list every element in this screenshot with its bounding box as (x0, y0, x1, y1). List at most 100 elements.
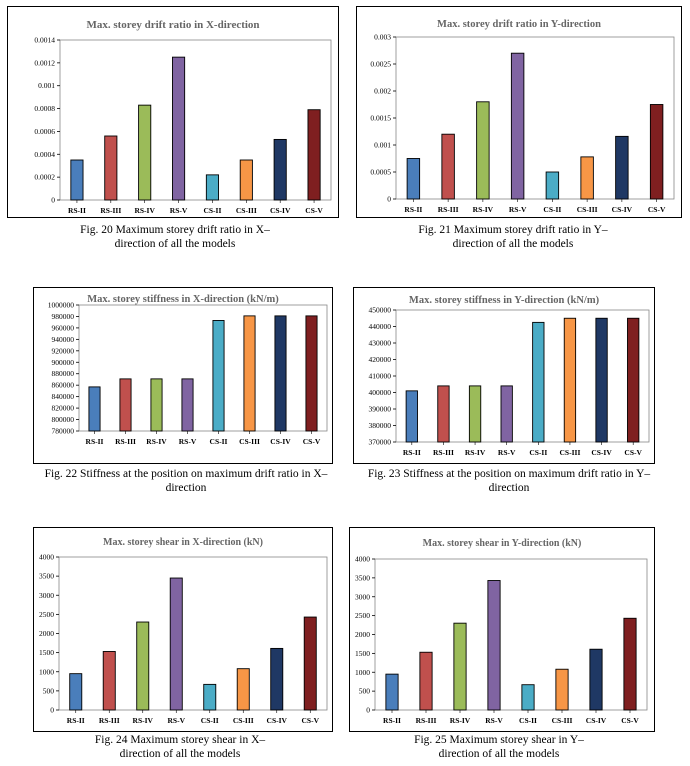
chart-title: Max. storey drift ratio in X-direction (86, 19, 259, 31)
y-tick-label: 900000 (52, 358, 75, 367)
bar-rs-iii (104, 135, 118, 201)
y-tick-label: 0 (51, 196, 55, 205)
x-tick-label: RS-IV (450, 716, 471, 725)
x-tick-label: RS-III (433, 448, 454, 457)
y-tick-label: 1000 (39, 667, 54, 676)
bar-cs-iv (273, 138, 287, 201)
x-tick-label: RS-III (100, 206, 121, 215)
bar-cs-iv (615, 135, 629, 200)
x-tick-label: RS-III (115, 437, 136, 446)
bar-rs-iv (136, 621, 150, 711)
y-tick-label: 0.0008 (34, 104, 55, 113)
y-tick-label: 1500 (39, 648, 54, 657)
caption-fig20: Fig. 20 Maximum storey drift ratio in X–… (80, 224, 270, 250)
bar-rs-ii (405, 390, 418, 443)
caption-fig25: Fig. 25 Maximum storey shear in Y–direct… (414, 734, 584, 760)
bar-rs-v (181, 378, 194, 432)
x-tick-label: CS-III (577, 205, 598, 214)
chart-svg: Max. storey shear in X-direction (kN) 0 50… (33, 527, 333, 732)
x-tick-label: CS-III (233, 716, 254, 725)
bar-rs-iv (453, 622, 467, 711)
y-tick-label: 0.002 (374, 87, 391, 96)
chart-svg: Max. storey drift ratio in X-direction 0 0… (7, 6, 339, 218)
y-tick-label: 4000 (39, 553, 54, 562)
y-tick-label: 980000 (52, 312, 75, 321)
bar-cs-ii (521, 684, 535, 711)
y-tick-label: 410000 (369, 372, 392, 381)
bar-cs-iii (555, 668, 569, 711)
x-tick-label: RS-II (404, 205, 422, 214)
y-tick-label: 2500 (355, 611, 370, 620)
y-tick-label: 2000 (39, 629, 54, 638)
x-tick-label: RS-V (509, 205, 527, 214)
y-tick-label: 0.0012 (34, 58, 55, 67)
bar-cs-v (307, 109, 321, 201)
y-tick-label: 2500 (39, 610, 54, 619)
x-tick-label: CS-IV (267, 716, 288, 725)
chart-stiffness-x: Max. storey stiffness in X-direction (kN… (33, 287, 333, 464)
bar-rs-v (487, 580, 501, 711)
chart-title: Max. storey stiffness in X-direction (kN… (87, 294, 279, 305)
x-tick-label: RS-IV (473, 205, 494, 214)
y-tick-label: 440000 (369, 322, 392, 331)
bar-cs-ii (212, 320, 225, 432)
x-tick-label: RS-III (416, 716, 437, 725)
bar-cs-iv (595, 317, 608, 443)
y-tick-label: 0.0002 (34, 173, 55, 182)
x-tick-label: CS-III (552, 716, 573, 725)
y-tick-label: 500 (43, 686, 55, 695)
chart-frame (349, 527, 655, 732)
y-tick-label: 0.0004 (34, 150, 55, 159)
chart-title: Max. storey shear in Y-direction (kN) (423, 538, 582, 549)
x-tick-label: CS-IV (591, 448, 612, 457)
x-tick-label: CS-IV (270, 206, 291, 215)
x-tick-label: RS-V (179, 437, 197, 446)
x-tick-label: RS-V (498, 448, 516, 457)
bar-cs-ii (532, 321, 545, 443)
y-tick-label: 920000 (52, 346, 75, 355)
x-tick-label: CS-V (303, 437, 321, 446)
chart-stiffness-y: Max. storey stiffness in Y-direction (kN… (353, 287, 655, 464)
bar-cs-iii (243, 315, 256, 432)
y-tick-label: 3500 (39, 572, 54, 581)
y-tick-label: 0.0015 (370, 114, 391, 123)
chart-drift-x: Max. storey drift ratio in X-direction 0 0… (7, 6, 339, 218)
x-tick-label: CS-V (621, 716, 639, 725)
x-tick-label: RS-II (67, 716, 85, 725)
bar-cs-v (305, 315, 318, 432)
bar-cs-v (649, 104, 664, 200)
y-tick-label: 3000 (355, 592, 370, 601)
y-tick-label: 390000 (369, 405, 392, 414)
x-tick-label: CS-IV (270, 437, 291, 446)
bar-rs-iii (437, 385, 450, 443)
bar-cs-iii (236, 668, 250, 711)
y-tick-label: 820000 (52, 404, 75, 413)
chart-shear-x: Max. storey shear in X-direction (kN) 0 50… (33, 527, 333, 732)
x-tick-label: RS-II (68, 206, 86, 215)
y-tick-label: 960000 (52, 323, 75, 332)
chart-title: Max. storey shear in X-direction (kN) (103, 537, 263, 548)
bar-cs-iv (270, 647, 284, 711)
bar-rs-iii (102, 651, 116, 711)
y-tick-label: 400000 (369, 388, 392, 397)
x-tick-label: CS-II (543, 205, 561, 214)
x-tick-label: RS-III (99, 716, 120, 725)
x-tick-label: CS-III (560, 448, 581, 457)
plot-area (59, 39, 332, 201)
y-tick-label: 0.0005 (370, 168, 391, 177)
bar-rs-ii (406, 158, 421, 200)
bar-rs-ii (70, 159, 84, 201)
y-tick-label: 0 (387, 195, 391, 204)
bar-cs-ii (545, 171, 560, 200)
y-tick-label: 0 (50, 706, 54, 715)
x-tick-label: CS-IV (612, 205, 633, 214)
bar-cs-iii (580, 156, 594, 200)
x-tick-label: CS-V (305, 206, 323, 215)
x-tick-label: CS-II (210, 437, 228, 446)
y-tick-label: 3000 (39, 591, 54, 600)
y-tick-label: 840000 (52, 392, 75, 401)
x-tick-label: RS-III (438, 205, 459, 214)
bar-cs-iv (589, 648, 603, 711)
caption-fig21: Fig. 21 Maximum storey drift ratio in Y–… (418, 224, 608, 250)
y-tick-label: 370000 (369, 438, 392, 447)
